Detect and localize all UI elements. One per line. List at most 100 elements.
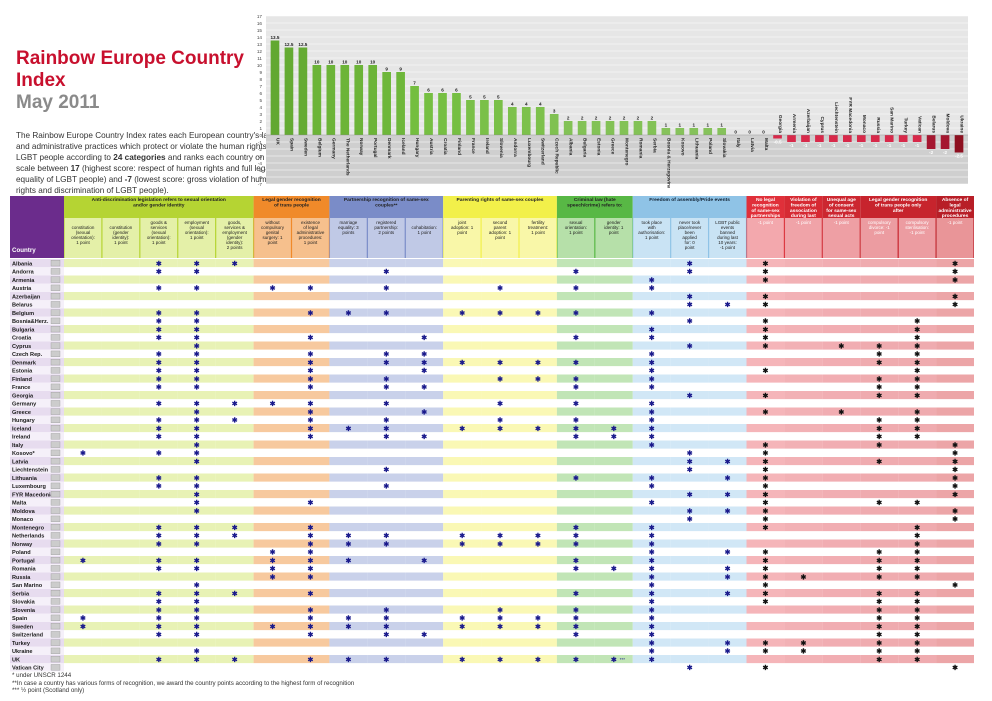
table-cell [746,358,785,367]
table-cell [594,292,633,301]
column-header-line: point [268,240,279,245]
table-cell [405,630,444,639]
table-cell [177,341,216,350]
table-cell [822,490,861,499]
star-mark: ✱ [383,656,389,664]
table-cell [367,457,406,466]
star-mark: ✱ [763,260,769,268]
table-cell [101,547,140,556]
table-cell [139,259,178,268]
column-header: goods, services & employment (gender identit… [222,220,247,250]
table-cell [215,589,254,598]
table-cell [291,415,330,424]
y-tick-label: 5 [259,98,262,103]
table-cell [519,589,557,598]
table-cell [822,267,861,276]
bar-value-label: -2.5 [955,154,963,159]
country-flag-icon [50,507,61,514]
column-header-line: gender [607,220,622,225]
x-tick-label: Italy [735,138,741,148]
bar-value-label: 2 [637,116,640,121]
column-header: constitution (gender identity): 1 point [109,225,132,245]
star-mark: ✱ [194,598,200,606]
bar-austria [424,93,433,135]
bar-azerbaijan [801,135,810,142]
star-mark: ✱ [535,425,541,433]
star-mark: ✱ [535,623,541,631]
table-cell [367,539,406,548]
table-cell [746,531,785,540]
table-cell [822,663,861,672]
table-cell [481,605,519,614]
country-cell [10,415,64,424]
table-cell [898,514,937,523]
country-cell [10,333,64,342]
star-mark: ✱ [156,590,162,598]
table-cell [784,432,823,441]
table-cell [746,597,785,606]
table-cell [898,523,937,532]
x-tick-label: Belgium [316,138,322,157]
bar-value-label: -2 [943,150,948,155]
table-cell [898,316,937,325]
table-cell [746,539,785,548]
table-cell [860,292,899,301]
desc-bold: -7 [124,175,132,184]
country-cell [10,300,64,309]
star-mark: ✱ [952,458,958,466]
column-header-line: of legal [303,225,318,230]
star-mark: ✱ [876,441,882,449]
star-mark: ✱ [800,639,806,647]
bar-value-label: 4 [539,102,542,107]
table-cell [253,506,292,515]
star-mark: ✱ [876,549,882,557]
table-cell [519,514,557,523]
table-cell [632,638,671,647]
bar-value-label: 1 [706,123,709,128]
country-flag-icon [50,458,61,465]
bar-croatia [438,93,447,135]
table-cell [519,572,557,581]
y-tick-label: 16 [257,21,263,26]
star-mark: ✱ [914,392,920,400]
table-cell [594,547,633,556]
table-cell [556,539,595,548]
table-cell [784,663,823,672]
column-header: took place with authorisation: 1 point [638,220,665,240]
table-cell [708,481,747,490]
table-cell [708,490,747,499]
star-mark: ✱ [383,623,389,631]
country-flag-icon [50,540,61,547]
table-cell [177,622,216,631]
table-cell [405,547,444,556]
table-cell [367,531,406,540]
table-cell [556,283,595,292]
table-cell [670,506,709,515]
table-cell [481,457,519,466]
table-cell [936,646,974,655]
table-cell [481,300,519,309]
table-cell [215,539,254,548]
country-cell [10,267,64,276]
table-cell [291,646,330,655]
country-flag-icon [50,276,61,283]
table-cell [708,308,747,317]
bar-vatican [912,135,922,142]
table-cell [177,646,216,655]
table-cell [177,481,216,490]
column-header: existence of legal administrative procedure… [297,220,325,245]
column-header-line: compulsory [261,225,285,230]
table-cell [291,663,330,672]
table-cell [177,465,216,474]
star-mark: ✱ [687,342,693,350]
table-cell [291,325,330,334]
column-header-line: -1 point [910,230,926,235]
group-header-line: Criminal law (hate [574,197,616,203]
table-cell [519,292,557,301]
bar-value-label: 12.5 [298,42,307,47]
column-header-line: with [648,225,656,230]
table-cell [443,572,482,581]
group-header: Anti-discrimination legislation refers t… [92,197,226,208]
table-cell [822,399,861,408]
table-cell [139,325,178,334]
